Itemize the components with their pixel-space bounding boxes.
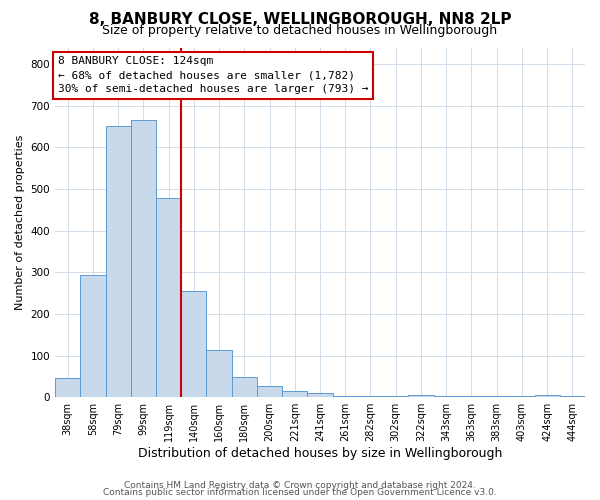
Bar [181, 292, 206, 397]
Bar [106, 126, 131, 397]
Bar [282, 391, 307, 397]
Bar [206, 350, 232, 397]
Text: 8, BANBURY CLOSE, WELLINGBOROUGH, NN8 2LP: 8, BANBURY CLOSE, WELLINGBOROUGH, NN8 2L… [89, 12, 511, 28]
Bar [434, 396, 459, 397]
Bar [560, 396, 585, 397]
Bar [509, 396, 535, 397]
Bar [232, 377, 257, 397]
Y-axis label: Number of detached properties: Number of detached properties [15, 134, 25, 310]
Bar [131, 120, 156, 397]
Text: Contains public sector information licensed under the Open Government Licence v3: Contains public sector information licen… [103, 488, 497, 497]
Bar [257, 386, 282, 397]
X-axis label: Distribution of detached houses by size in Wellingborough: Distribution of detached houses by size … [138, 447, 502, 460]
Text: Contains HM Land Registry data © Crown copyright and database right 2024.: Contains HM Land Registry data © Crown c… [124, 481, 476, 490]
Bar [156, 198, 181, 397]
Text: Size of property relative to detached houses in Wellingborough: Size of property relative to detached ho… [103, 24, 497, 37]
Bar [80, 275, 106, 397]
Bar [409, 395, 434, 397]
Bar [307, 393, 332, 397]
Bar [484, 396, 509, 397]
Bar [459, 396, 484, 397]
Text: 8 BANBURY CLOSE: 124sqm
← 68% of detached houses are smaller (1,782)
30% of semi: 8 BANBURY CLOSE: 124sqm ← 68% of detache… [58, 56, 368, 94]
Bar [383, 396, 409, 397]
Bar [55, 378, 80, 397]
Bar [358, 396, 383, 397]
Bar [332, 396, 358, 397]
Bar [535, 395, 560, 397]
